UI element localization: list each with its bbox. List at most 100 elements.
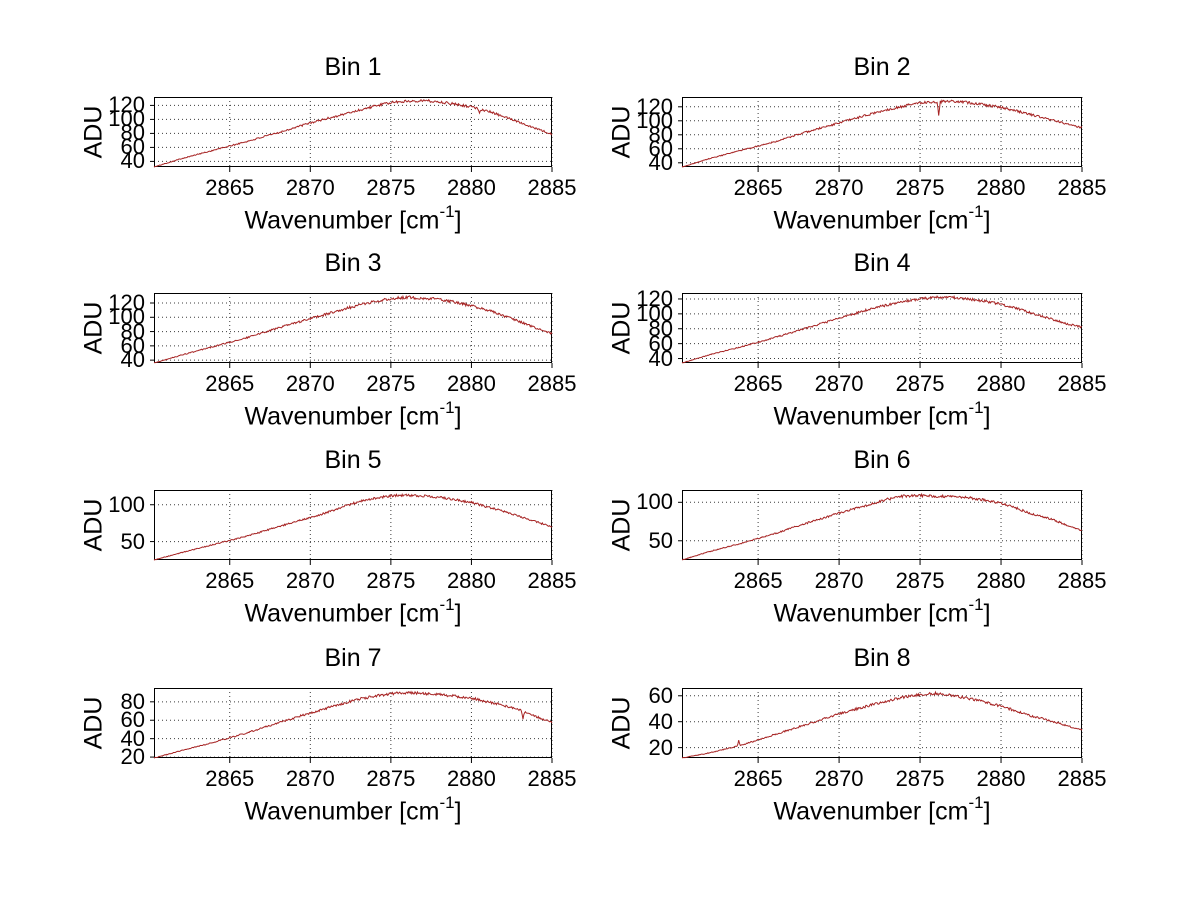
x-axis-label-close: ] — [983, 599, 991, 628]
y-tick-label: 60 — [648, 135, 673, 161]
x-axis-label-close: ] — [454, 402, 462, 431]
y-axis-label: ADU — [607, 301, 636, 355]
x-tick-label: 2865 — [733, 568, 783, 593]
x-tick-label: 2875 — [366, 766, 416, 791]
y-tick-label: 100 — [636, 489, 673, 515]
x-tick-label: 2875 — [895, 568, 945, 593]
x-axis-label-superscript: -1 — [439, 793, 455, 812]
x-axis-label-main: Wavenumber [cm — [244, 402, 440, 431]
x-tick-label: 2875 — [895, 371, 945, 396]
axis-box — [682, 97, 1082, 167]
y-tick-label: 20 — [120, 744, 145, 770]
axis-box — [154, 293, 552, 363]
subplot-title: Bin 7 — [324, 644, 382, 672]
y-tick-label: 80 — [120, 120, 145, 146]
plot-area — [678, 97, 1083, 172]
x-tick-label: 2885 — [1057, 175, 1107, 200]
x-tick-label: 2865 — [205, 766, 255, 791]
x-tick-label: 2870 — [285, 371, 335, 396]
x-tick-label: 2875 — [895, 175, 945, 200]
subplot-title: Bin 5 — [324, 446, 382, 474]
y-axis-label: ADU — [79, 301, 108, 355]
subplot-title: Bin 3 — [324, 249, 382, 277]
x-tick-label: 2880 — [446, 371, 496, 396]
x-axis-label: Wavenumber [cm-1] — [773, 793, 991, 826]
x-tick-label: 2875 — [366, 568, 416, 593]
x-tick-label: 2865 — [205, 568, 255, 593]
axis-box — [682, 490, 1082, 560]
x-tick-label: 2870 — [285, 568, 335, 593]
y-axis-label: ADU — [79, 498, 108, 552]
axis-box — [154, 688, 552, 758]
x-axis-label: Wavenumber [cm-1] — [244, 202, 462, 235]
x-axis-label-superscript: -1 — [968, 793, 984, 812]
x-axis-label: Wavenumber [cm-1] — [773, 595, 991, 628]
x-axis-label-superscript: -1 — [439, 595, 455, 614]
x-axis-label-main: Wavenumber [cm — [773, 797, 969, 826]
x-tick-label: 2870 — [285, 175, 335, 200]
x-axis-label-close: ] — [983, 797, 991, 826]
x-axis-label-main: Wavenumber [cm — [244, 797, 440, 826]
x-tick-label: 2880 — [446, 175, 496, 200]
y-tick-label: 40 — [648, 708, 673, 734]
x-axis-label-superscript: -1 — [968, 202, 984, 221]
x-axis-label-superscript: -1 — [439, 398, 455, 417]
x-tick-label: 2870 — [814, 766, 864, 791]
plot-area — [678, 293, 1083, 368]
x-axis-label: Wavenumber [cm-1] — [773, 202, 990, 235]
y-tick-label: 20 — [648, 734, 673, 760]
x-axis-label: Wavenumber [cm-1] — [773, 398, 990, 431]
axis-box — [154, 97, 552, 167]
x-tick-label: 2865 — [733, 766, 783, 791]
x-axis-label-close: ] — [454, 206, 462, 235]
y-tick-label: 40 — [120, 148, 145, 174]
y-tick-label: 120 — [108, 290, 145, 315]
y-tick-label: 60 — [120, 134, 145, 160]
plot-area — [150, 490, 553, 565]
x-tick-label: 2870 — [285, 766, 335, 791]
x-tick-label: 2885 — [1057, 371, 1107, 396]
y-tick-label: 100 — [636, 300, 673, 326]
y-tick-label: 60 — [120, 707, 145, 733]
x-tick-label: 2870 — [814, 175, 864, 200]
y-tick-label: 80 — [120, 688, 145, 714]
x-tick-label: 2875 — [366, 371, 416, 396]
x-axis-label: Wavenumber [cm-1] — [244, 793, 461, 826]
x-tick-label: 2885 — [1057, 766, 1107, 791]
x-axis-label: Wavenumber [cm-1] — [244, 398, 462, 431]
y-tick-label: 100 — [108, 304, 145, 330]
subplot-title: Bin 4 — [853, 249, 911, 277]
x-tick-label: 2885 — [527, 175, 577, 200]
subplot-title: Bin 1 — [324, 53, 382, 81]
y-tick-label: 50 — [648, 527, 673, 553]
axis-box — [682, 688, 1082, 758]
spectrum-curve — [681, 294, 1083, 364]
subplot-title: Bin 8 — [853, 644, 911, 672]
x-axis-label-main: Wavenumber [cm — [244, 599, 440, 628]
spectrum-curve — [681, 99, 1083, 168]
x-tick-label: 2880 — [976, 371, 1026, 396]
x-tick-label: 2870 — [814, 371, 864, 396]
y-axis-label: ADU — [79, 105, 108, 159]
y-tick-label: 100 — [108, 491, 145, 517]
x-tick-label: 2865 — [205, 175, 255, 200]
x-tick-label: 2885 — [527, 371, 577, 396]
spectrum-curve — [153, 492, 553, 561]
axis-box — [682, 293, 1082, 363]
y-tick-label: 120 — [636, 93, 673, 119]
y-tick-label: 100 — [636, 107, 673, 133]
y-tick-label: 40 — [648, 345, 673, 371]
x-tick-label: 2885 — [1057, 568, 1107, 593]
plot-area — [678, 688, 1083, 763]
x-tick-label: 2865 — [205, 371, 255, 396]
x-tick-label: 2880 — [976, 568, 1026, 593]
plot-area — [150, 688, 553, 763]
x-tick-label: 2880 — [976, 766, 1026, 791]
x-axis-label-close: ] — [454, 599, 462, 628]
